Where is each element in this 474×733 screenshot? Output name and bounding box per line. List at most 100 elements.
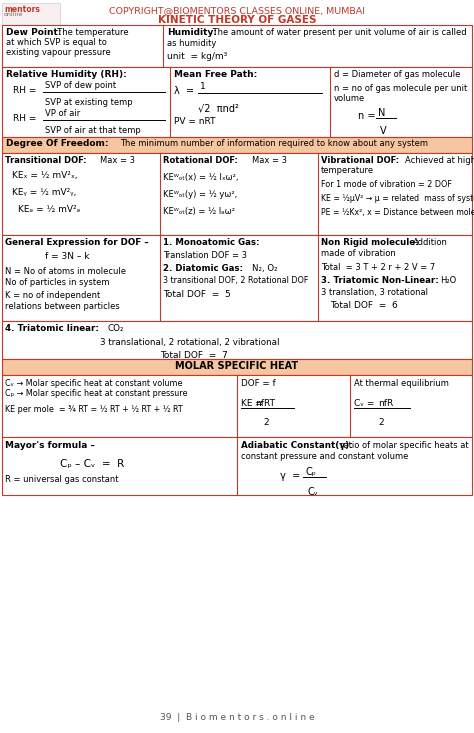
Bar — [2, 153, 472, 235]
Bar — [2, 25, 472, 67]
Bar — [2, 235, 472, 321]
Text: existing vapour pressure: existing vapour pressure — [6, 48, 111, 57]
Text: 3 transitional DOF, 2 Rotational DOF: 3 transitional DOF, 2 Rotational DOF — [163, 276, 309, 285]
Text: KEₔ = ½ mV²ₔ: KEₔ = ½ mV²ₔ — [18, 205, 81, 214]
Text: Cₚ – Cᵥ  =  R: Cₚ – Cᵥ = R — [60, 459, 124, 469]
Text: SVP of dew point: SVP of dew point — [45, 81, 116, 90]
Text: H₂O: H₂O — [440, 276, 456, 285]
Text: KE =: KE = — [241, 399, 263, 408]
Text: √2  πnd²: √2 πnd² — [198, 104, 239, 114]
Text: unit  = kg/m³: unit = kg/m³ — [167, 52, 227, 61]
Text: Rotational DOF:: Rotational DOF: — [163, 156, 238, 165]
Text: Transitional DOF:: Transitional DOF: — [5, 156, 87, 165]
Text: VP of air: VP of air — [45, 109, 80, 118]
Text: At thermal equilibrium: At thermal equilibrium — [354, 379, 449, 388]
Text: Cₚ → Molar specific heat at constant pressure: Cₚ → Molar specific heat at constant pre… — [5, 389, 188, 398]
Text: 1: 1 — [200, 82, 206, 91]
Text: Cᵥ =: Cᵥ = — [354, 399, 374, 408]
Text: Max = 3: Max = 3 — [100, 156, 135, 165]
Text: RH =: RH = — [13, 114, 36, 123]
Text: online: online — [4, 12, 23, 17]
Text: made of vibration: made of vibration — [321, 249, 396, 258]
Bar — [2, 3, 60, 33]
Text: KEᵂₒₜ(z) = ½ Iₔω²: KEᵂₒₜ(z) = ½ Iₔω² — [163, 207, 235, 216]
Text: Non Rigid molecule:: Non Rigid molecule: — [321, 238, 419, 247]
Text: Degree Of Freedom:: Degree Of Freedom: — [6, 139, 109, 148]
Text: 2: 2 — [378, 418, 383, 427]
Text: KE per mole  = ¾ RT = ½ RT + ½ RT + ½ RT: KE per mole = ¾ RT = ½ RT + ½ RT + ½ RT — [5, 405, 182, 414]
Text: General Expression for DOF –: General Expression for DOF – — [5, 238, 149, 247]
Text: temperature: temperature — [321, 166, 374, 175]
Text: n =: n = — [358, 111, 375, 121]
Text: KEᵂₒₜ(x) = ½ Iₓω²,: KEᵂₒₜ(x) = ½ Iₓω², — [163, 173, 238, 182]
Bar — [2, 375, 472, 437]
Text: Dew Point:: Dew Point: — [6, 28, 62, 37]
Text: 2: 2 — [263, 418, 269, 427]
Text: Achieved at high: Achieved at high — [405, 156, 474, 165]
Text: γ  =: γ = — [280, 471, 300, 481]
Text: n = no of gas molecule per unit: n = no of gas molecule per unit — [334, 84, 467, 93]
Text: Translation DOF = 3: Translation DOF = 3 — [163, 251, 247, 260]
Text: Total DOF  =  7: Total DOF = 7 — [160, 351, 228, 360]
Text: KINETIC THEORY OF GASES: KINETIC THEORY OF GASES — [158, 15, 316, 25]
Text: KEᵂₒₜ(y) = ½ yω²,: KEᵂₒₜ(y) = ½ yω², — [163, 190, 237, 199]
Text: KEₓ = ½ mV²ₓ,: KEₓ = ½ mV²ₓ, — [12, 171, 78, 180]
Text: Relative Humidity (RH):: Relative Humidity (RH): — [6, 70, 127, 79]
Text: V: V — [380, 126, 387, 136]
Text: RH =: RH = — [13, 86, 36, 95]
Text: CO₂: CO₂ — [108, 324, 125, 333]
Text: N = No of atoms in molecule: N = No of atoms in molecule — [5, 267, 126, 276]
Text: SVP at existing temp: SVP at existing temp — [45, 98, 133, 107]
Text: d = Diameter of gas molecule: d = Diameter of gas molecule — [334, 70, 460, 79]
Text: relations between particles: relations between particles — [5, 302, 120, 311]
Text: ratio of molar specific heats at: ratio of molar specific heats at — [340, 441, 469, 450]
Text: constant pressure and constant volume: constant pressure and constant volume — [241, 452, 409, 461]
Text: N₂, O₂: N₂, O₂ — [252, 264, 278, 273]
Text: 4. Triatomic linear:: 4. Triatomic linear: — [5, 324, 99, 333]
Text: No of particles in system: No of particles in system — [5, 278, 109, 287]
Text: λ  =: λ = — [174, 86, 194, 96]
Text: 39  |  B i o m e n t o r s . o n l i n e: 39 | B i o m e n t o r s . o n l i n e — [160, 713, 314, 722]
Text: 1. Monoatomic Gas:: 1. Monoatomic Gas: — [163, 238, 259, 247]
Bar — [2, 67, 472, 137]
Text: nfR: nfR — [378, 399, 393, 408]
Text: mentors: mentors — [4, 5, 40, 14]
Bar — [2, 359, 472, 375]
Text: COPYRIGHT@BIOMENTORS CLASSES ONLINE, MUMBAI: COPYRIGHT@BIOMENTORS CLASSES ONLINE, MUM… — [109, 6, 365, 15]
Bar — [2, 137, 472, 153]
Text: The amount of water present per unit volume of air is called: The amount of water present per unit vol… — [210, 28, 466, 37]
Bar — [2, 321, 472, 359]
Text: at which SVP is equal to: at which SVP is equal to — [6, 38, 107, 47]
Text: 3 translational, 2 rotational, 2 vibrational: 3 translational, 2 rotational, 2 vibrati… — [100, 338, 280, 347]
Text: R = universal gas constant: R = universal gas constant — [5, 475, 118, 484]
Text: K = no of independent: K = no of independent — [5, 291, 100, 300]
Text: MOLAR SPECIFIC HEAT: MOLAR SPECIFIC HEAT — [175, 361, 299, 371]
Text: KEᵧ = ½ mV²ᵧ,: KEᵧ = ½ mV²ᵧ, — [12, 188, 76, 197]
Text: Cᵥ: Cᵥ — [308, 487, 319, 497]
Text: Mean Free Path:: Mean Free Path: — [174, 70, 257, 79]
Text: Humidity:: Humidity: — [167, 28, 217, 37]
Text: N: N — [378, 108, 385, 118]
Text: nfRT: nfRT — [255, 399, 275, 408]
Text: Mayor's formula –: Mayor's formula – — [5, 441, 95, 450]
Text: KE = ½μV² → μ = related  mass of system: KE = ½μV² → μ = related mass of system — [321, 194, 474, 203]
Text: DOF = f: DOF = f — [241, 379, 275, 388]
Text: Cₚ: Cₚ — [306, 467, 317, 477]
Text: Addition: Addition — [413, 238, 448, 247]
Text: Total  = 3 T + 2 r + 2 V = 7: Total = 3 T + 2 r + 2 V = 7 — [321, 263, 435, 272]
Text: For 1 mode of vibration = 2 DOF: For 1 mode of vibration = 2 DOF — [321, 180, 452, 189]
Text: PE = ½Kx², x = Distance between molecules: PE = ½Kx², x = Distance between molecule… — [321, 208, 474, 217]
Bar — [2, 437, 472, 495]
Text: 2. Diatomic Gas:: 2. Diatomic Gas: — [163, 264, 243, 273]
Text: Total DOF  =  5: Total DOF = 5 — [163, 290, 231, 299]
Text: The minimum number of information required to know about any system: The minimum number of information requir… — [120, 139, 428, 148]
Text: as humidity: as humidity — [167, 39, 216, 48]
Text: The temperature: The temperature — [52, 28, 128, 37]
Text: volume: volume — [334, 94, 365, 103]
Text: Vibrational DOF:: Vibrational DOF: — [321, 156, 399, 165]
Text: PV = nRT: PV = nRT — [174, 117, 216, 126]
Text: Max = 3: Max = 3 — [252, 156, 287, 165]
Text: 3. Triatomic Non-Linear:: 3. Triatomic Non-Linear: — [321, 276, 439, 285]
Text: 3 translation, 3 rotational: 3 translation, 3 rotational — [321, 288, 428, 297]
Text: Cᵥ → Molar specific heat at constant volume: Cᵥ → Molar specific heat at constant vol… — [5, 379, 182, 388]
